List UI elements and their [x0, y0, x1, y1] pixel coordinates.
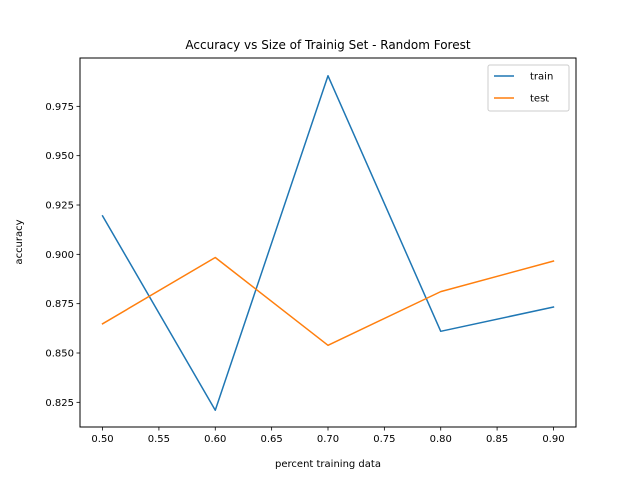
series-line-train	[101, 75, 555, 411]
x-tick-label: 0.65	[261, 434, 283, 445]
plot-area: 0.50 0.55 0.60 0.65 0.70 0.75 0.80 0.85 0.90 0.8…	[45, 57, 577, 445]
x-tick-label: 0.85	[486, 434, 508, 445]
series-layer	[101, 75, 555, 411]
legend-label-train: train	[530, 72, 553, 83]
y-tick-label: 0.900	[45, 250, 74, 261]
x-tick-label: 0.50	[91, 434, 113, 445]
chart-title: Accuracy vs Size of Trainig Set - Random…	[185, 38, 470, 52]
y-tick-label: 0.825	[45, 398, 74, 409]
y-tick-label: 0.875	[45, 299, 74, 310]
x-tick-label: 0.55	[148, 434, 170, 445]
series-line-test	[101, 256, 555, 347]
y-axis-ticks: 0.825 0.850 0.875 0.900 0.925 0.950 0.975	[45, 102, 80, 409]
x-tick-label: 0.90	[542, 434, 564, 445]
x-tick-label: 0.70	[317, 434, 339, 445]
x-axis-label: percent training data	[275, 459, 381, 470]
x-tick-label: 0.60	[204, 434, 226, 445]
x-tick-label: 0.75	[373, 434, 395, 445]
legend-label-test: test	[530, 94, 549, 105]
legend-box	[487, 64, 570, 112]
legend: train test	[487, 64, 570, 112]
y-tick-label: 0.850	[45, 349, 74, 360]
x-tick-label: 0.80	[430, 434, 452, 445]
y-tick-label: 0.950	[45, 151, 74, 162]
y-tick-label: 0.975	[45, 102, 74, 113]
y-tick-label: 0.925	[45, 201, 74, 212]
x-axis-ticks: 0.50 0.55 0.60 0.65 0.70 0.75 0.80 0.85 0.90	[91, 427, 565, 445]
y-axis-label: accuracy	[14, 219, 25, 264]
